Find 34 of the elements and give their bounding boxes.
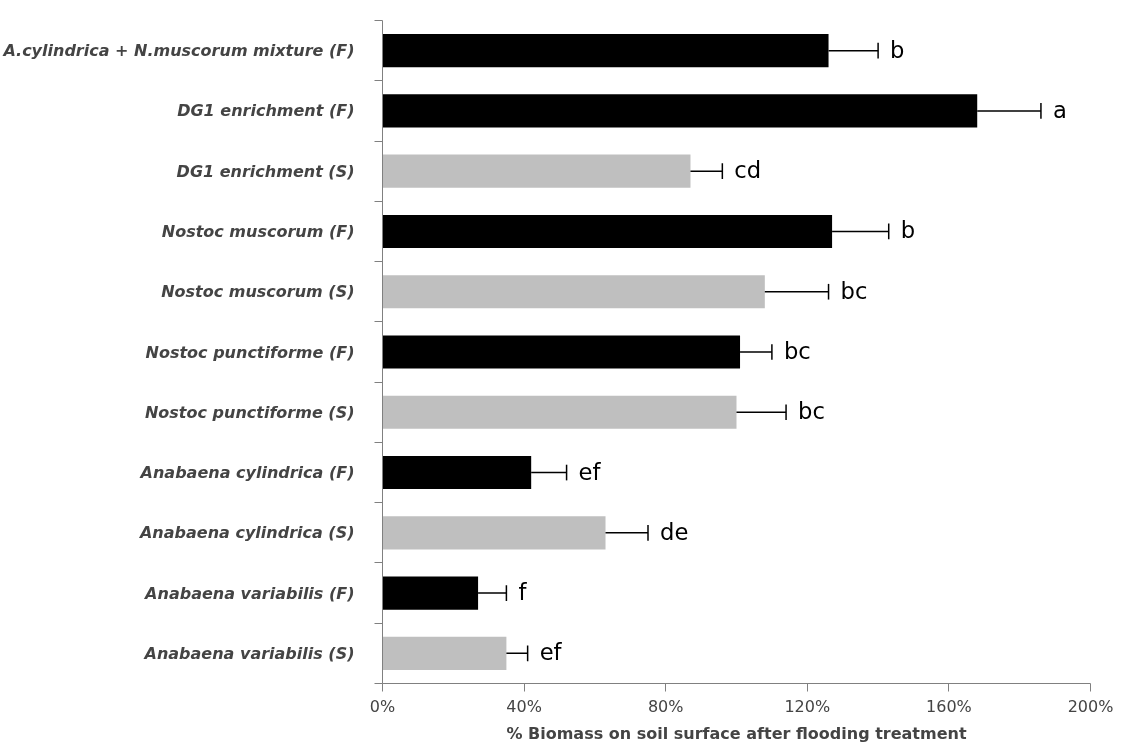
y-tick-label: Anabaena cylindrica (S) <box>137 523 355 543</box>
x-tick-label: 200% <box>1067 696 1114 716</box>
x-tick-label: 120% <box>784 696 831 716</box>
annotation: cd <box>734 157 762 184</box>
y-tick-label: Anabaena variabilis (F) <box>143 583 355 603</box>
annotation: f <box>518 579 528 606</box>
y-tick-label: Anabaena variabilis (S) <box>142 643 355 663</box>
annotation: b <box>900 217 916 244</box>
annotation: bc <box>840 277 868 304</box>
bar <box>382 636 507 670</box>
x-axis-title: % Biomass on soil surface after flooding treatment <box>506 723 967 743</box>
x-tick-label: 40% <box>506 696 542 716</box>
y-tick-label: DG1 enrichment (S) <box>176 161 355 181</box>
annotation: bc <box>798 398 825 425</box>
annotation: de <box>660 518 689 545</box>
x-tick-label: 0% <box>369 696 396 716</box>
y-tick-label: Nostoc muscorum (S) <box>161 282 355 302</box>
y-tick-label: Nostoc muscorum (F) <box>161 221 355 241</box>
x-tick-label: 80% <box>647 696 684 716</box>
annotation: b <box>890 36 905 63</box>
y-tick-label: Anabaena cylindrica (F) <box>138 463 355 483</box>
bar <box>382 154 691 188</box>
annotation: ef <box>578 458 602 485</box>
bar <box>382 395 737 429</box>
bar <box>382 275 765 309</box>
x-tick-label: 160% <box>926 696 972 716</box>
y-tick-label: DG1 enrichment (F) <box>177 101 355 121</box>
bar <box>382 516 606 550</box>
annotation: ef <box>539 639 563 666</box>
y-tick-label: A.cylindrica + N.muscorum mixture (F) <box>1 41 355 61</box>
annotation: a <box>1052 96 1067 123</box>
y-tick-label: Nostoc punctiforme (F) <box>145 342 355 362</box>
annotation: bc <box>783 338 811 364</box>
y-tick-label: Nostoc punctiforme (S) <box>144 402 355 422</box>
